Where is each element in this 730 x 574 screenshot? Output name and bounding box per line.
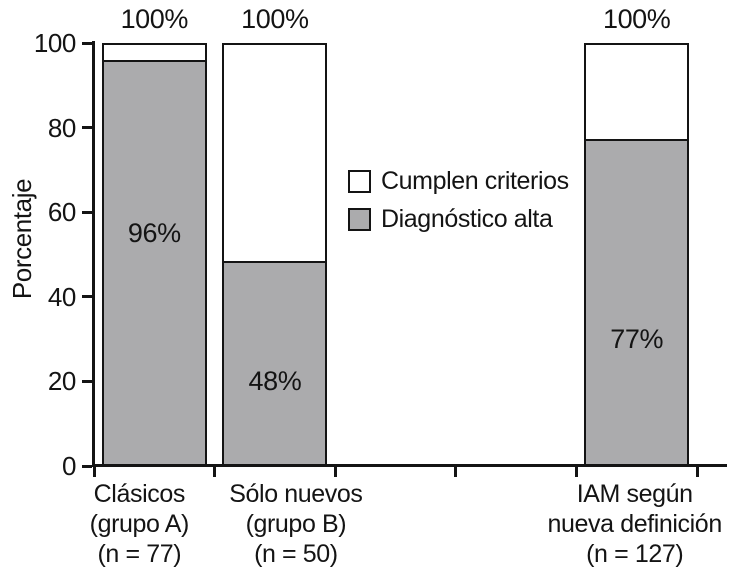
- bar-fill-diagnostico-alta: [586, 139, 688, 464]
- bar-2: [222, 43, 328, 466]
- x-category-label-line: (grupo B): [245, 510, 347, 538]
- x-axis-tick: [574, 466, 578, 477]
- y-axis-tick-label: 20: [47, 366, 77, 397]
- bar-total-label: 100%: [120, 4, 189, 34]
- x-category-label-line: (n = 50): [254, 540, 338, 568]
- bar-segment-label: 48%: [248, 366, 302, 397]
- y-axis-tick-label: 60: [47, 197, 77, 228]
- x-category-label: Clásicos (grupo A) (n = 77): [29, 479, 249, 569]
- bar-segment-label: 96%: [127, 218, 181, 249]
- x-category-label-line: nueva definición: [547, 510, 723, 538]
- y-axis-tick-label: 0: [61, 451, 76, 481]
- y-axis-tick: [82, 464, 92, 468]
- x-category-label-line: (n = 77): [97, 540, 182, 568]
- x-category-label: Sólo nuevos (grupo B) (n = 50): [186, 479, 406, 569]
- legend-label: Cumplen criterios: [381, 166, 569, 195]
- x-category-label-line: (grupo A): [89, 510, 190, 538]
- x-category-label: IAM según nueva definición (n = 127): [525, 479, 730, 569]
- y-axis-tick: [82, 210, 92, 214]
- x-category-label-line: IAM según: [576, 480, 693, 508]
- legend-entry: Diagnóstico alta: [348, 204, 569, 234]
- y-axis-line: [92, 41, 95, 467]
- bar-total-label: 100%: [241, 4, 309, 34]
- y-axis-tick-label: 80: [47, 112, 77, 143]
- y-axis-tick: [82, 295, 92, 299]
- x-category-label-line: (n = 127): [586, 540, 684, 568]
- bar-fill-diagnostico-alta: [103, 59, 205, 464]
- x-axis-tick: [454, 466, 458, 477]
- legend-swatch-icon: [348, 207, 371, 231]
- bar-1: [101, 43, 207, 466]
- x-axis-tick: [333, 466, 337, 477]
- chart-legend: Cumplen criterios Diagnóstico alta: [348, 166, 569, 234]
- y-axis-tick: [82, 379, 92, 383]
- bar-3: [584, 43, 690, 466]
- x-axis-tick: [92, 466, 96, 477]
- legend-label: Diagnóstico alta: [381, 204, 553, 233]
- x-category-label-line: Sólo nuevos: [229, 480, 363, 508]
- y-axis-tick-label: 40: [47, 281, 77, 312]
- x-category-label-line: Clásicos: [93, 480, 186, 508]
- y-axis-tick: [82, 126, 92, 130]
- bar-total-label: 100%: [602, 4, 671, 34]
- bar-fill-diagnostico-alta: [224, 260, 326, 464]
- x-axis-line: [92, 464, 727, 467]
- legend-swatch-icon: [348, 169, 371, 193]
- y-axis-tick: [82, 41, 92, 45]
- x-axis-tick: [695, 466, 699, 477]
- x-axis-tick: [213, 466, 217, 477]
- legend-entry: Cumplen criterios: [348, 166, 569, 196]
- y-axis-tick-label: 100: [33, 28, 77, 58]
- bar-segment-label: 77%: [610, 324, 664, 355]
